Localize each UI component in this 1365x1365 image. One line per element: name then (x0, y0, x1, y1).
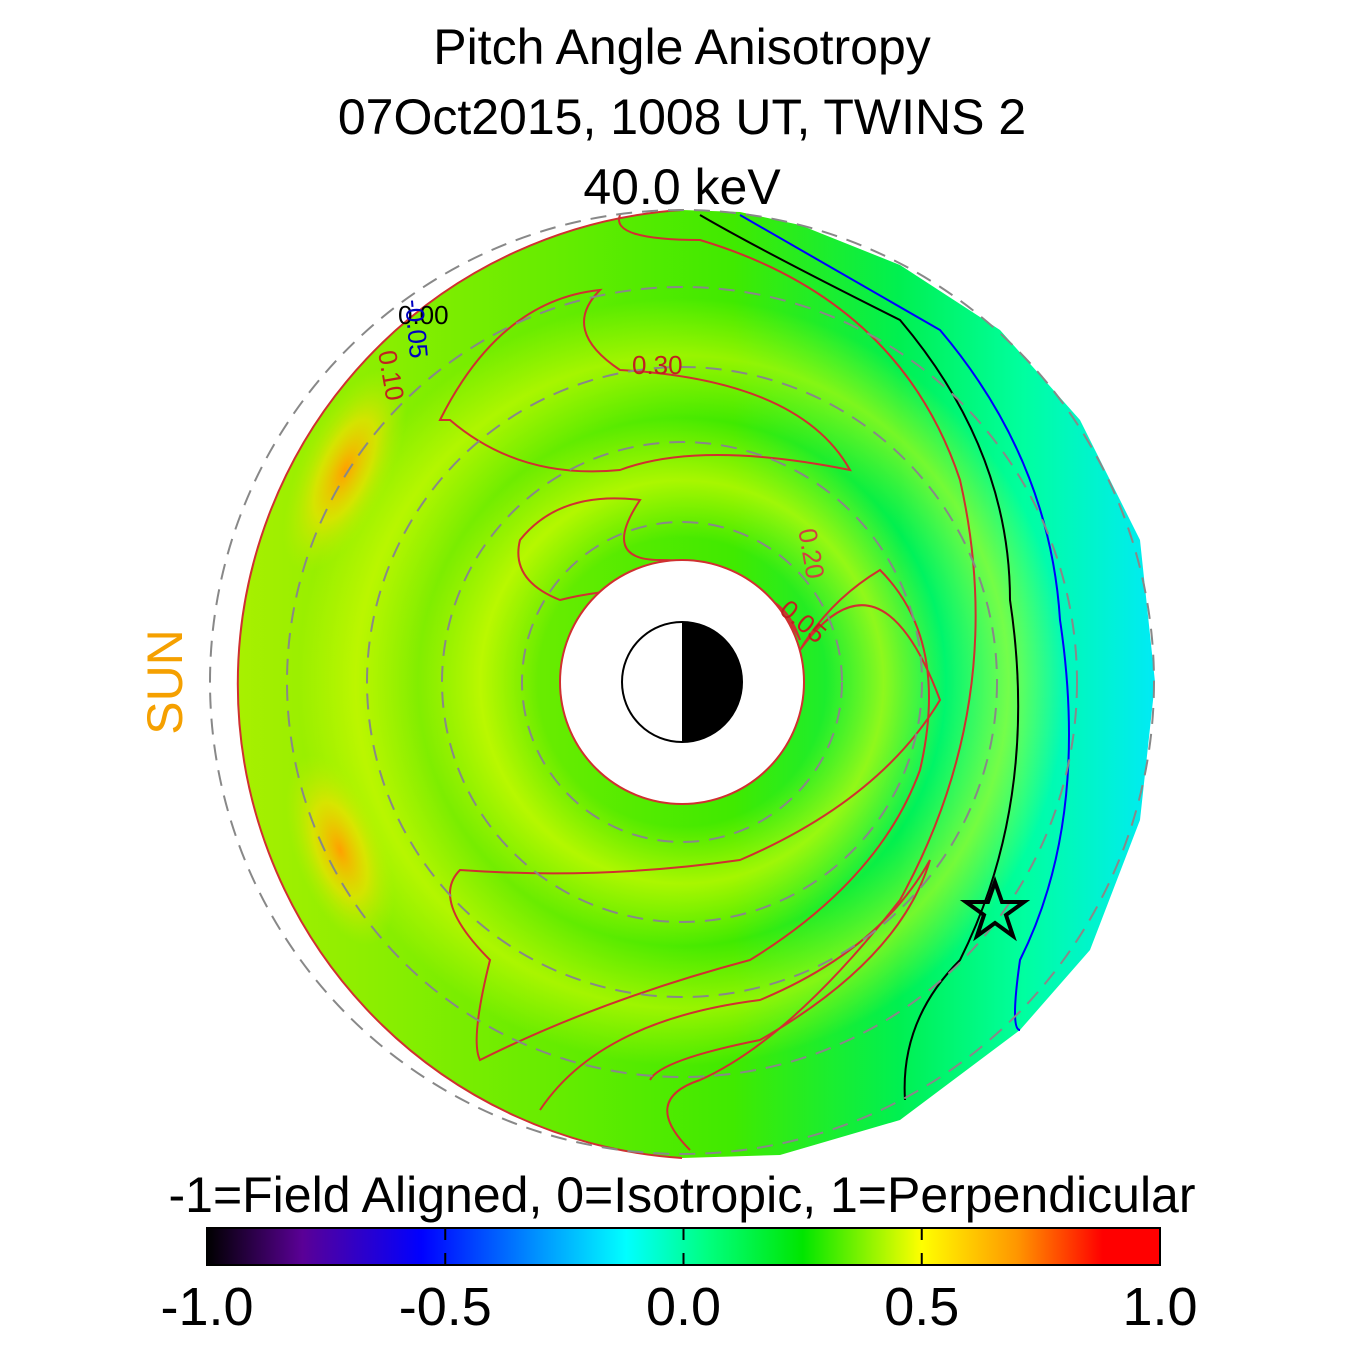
contour (517, 497, 801, 641)
sun-label: SUN (137, 629, 193, 735)
contour (539, 859, 931, 1111)
contour (618, 214, 977, 1151)
tick-label: 0.5 (884, 1277, 959, 1337)
contour-label: 0.30 (632, 350, 683, 380)
title: 07Oct2015, 1008 UT, TWINS 2 (338, 89, 1026, 145)
tick-label: 1.0 (1122, 1277, 1197, 1337)
contour-label: -0.05 (399, 298, 434, 360)
contour (739, 214, 1070, 1031)
title: 40.0 keV (583, 159, 781, 215)
colorbar-label: -1=Field Aligned, 0=Isotropic, 1=Perpend… (168, 1167, 1195, 1223)
contour (236, 209, 683, 1159)
earth-night (682, 622, 742, 742)
contour-label: 0.00 (398, 300, 449, 330)
range-circles (209, 209, 1155, 1155)
contour (438, 288, 852, 473)
tick-label: 0.0 (646, 1277, 721, 1337)
contour (699, 214, 1020, 1101)
title: Pitch Angle Anisotropy (433, 19, 931, 75)
map-hot (285, 754, 395, 946)
tick-label: -1.0 (160, 1277, 253, 1337)
tick-label: -0.5 (399, 1277, 492, 1337)
map-hot (283, 368, 407, 572)
spacecraft-star (959, 875, 1031, 942)
contours (236, 209, 977, 1159)
